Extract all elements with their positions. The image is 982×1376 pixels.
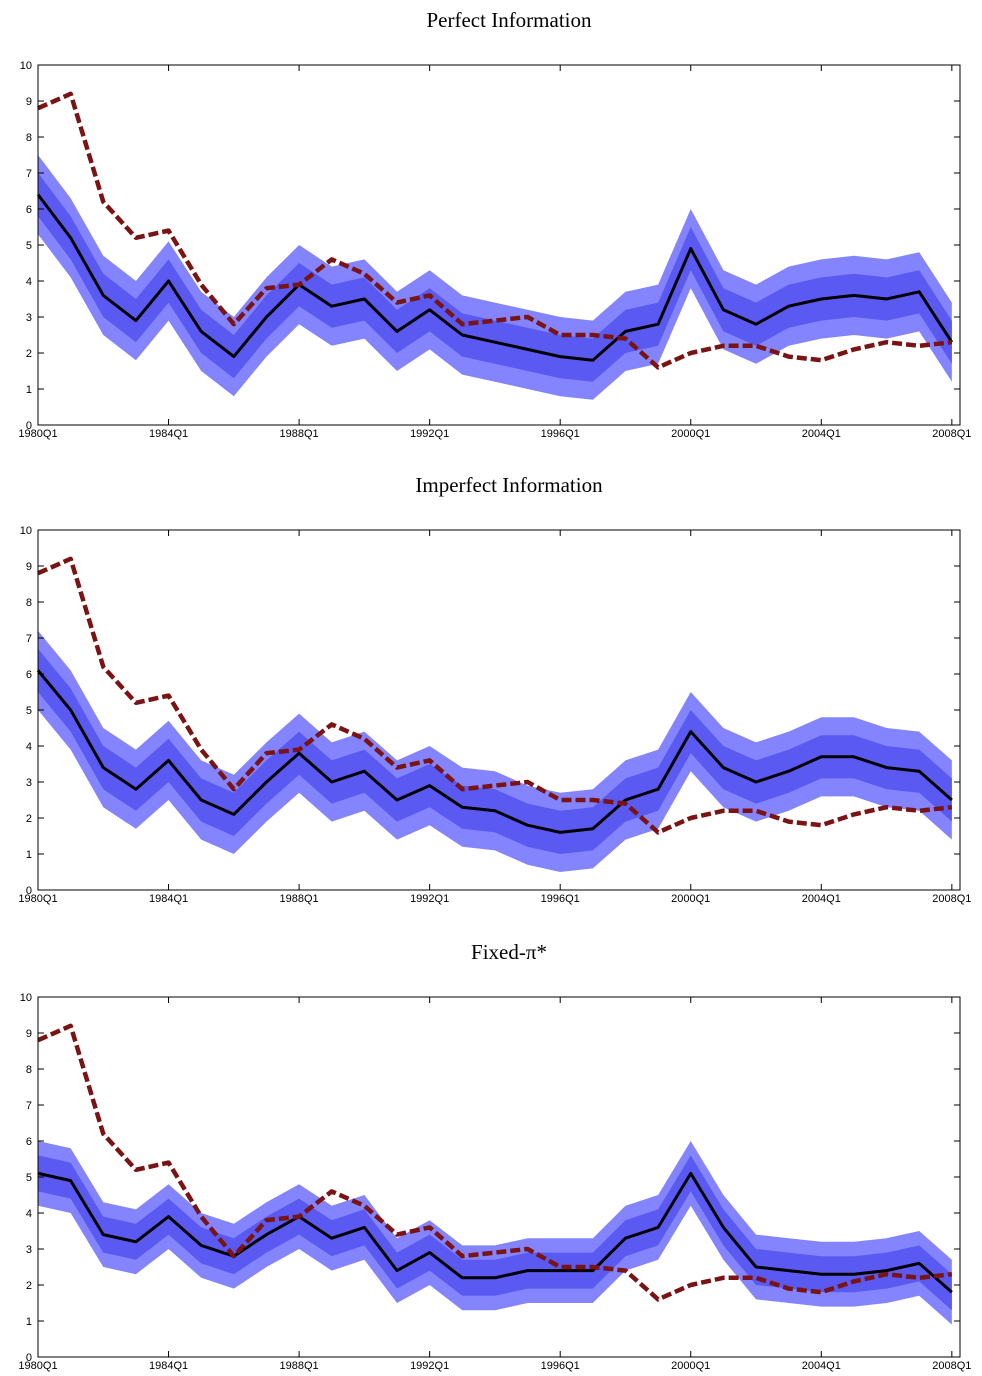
- y-tick-label: 10: [20, 60, 32, 72]
- x-tick-label: 2004Q1: [802, 893, 841, 905]
- x-tick-label: 1980Q1: [18, 428, 57, 440]
- x-tick-label: 2000Q1: [671, 1360, 710, 1372]
- y-tick-label: 1: [26, 849, 32, 861]
- y-tick-label: 10: [20, 525, 32, 537]
- x-tick-label: 1988Q1: [280, 893, 319, 905]
- y-tick-label: 9: [26, 561, 32, 573]
- credible-band: [38, 173, 952, 382]
- x-tick-label: 1988Q1: [280, 1360, 319, 1372]
- y-tick-label: 10: [20, 992, 32, 1004]
- panel-title: Imperfect Information: [415, 473, 603, 497]
- y-tick-label: 3: [26, 312, 32, 324]
- y-tick-label: 3: [26, 1244, 32, 1256]
- y-tick-label: 8: [26, 132, 32, 144]
- x-tick-label: 1980Q1: [18, 1360, 57, 1372]
- median-line: [37, 1171, 953, 1294]
- y-tick-label: 7: [26, 1100, 32, 1112]
- y-tick-label: 6: [26, 204, 32, 216]
- x-tick-label: 1992Q1: [410, 893, 449, 905]
- y-tick-label: 1: [26, 1316, 32, 1328]
- y-tick-label: 2: [26, 813, 32, 825]
- y-tick-label: 0: [26, 420, 32, 432]
- y-tick-label: 8: [26, 597, 32, 609]
- x-tick-label: 2008Q1: [932, 1360, 971, 1372]
- y-tick-label: 4: [26, 276, 32, 288]
- panel-title: Fixed-π*: [471, 940, 547, 964]
- y-tick-label: 0: [26, 1352, 32, 1364]
- y-tick-label: 4: [26, 741, 32, 753]
- y-tick-label: 6: [26, 669, 32, 681]
- credible-band: [38, 648, 952, 854]
- x-tick-label: 2000Q1: [671, 428, 710, 440]
- y-tick-label: 2: [26, 1280, 32, 1292]
- panel: Fixed-π* 0 1 2 3 4 5 6 7 8 9 10 1980Q1 1984Q1 1988Q1 19…: [18, 940, 971, 1372]
- x-tick-label: 1996Q1: [541, 893, 580, 905]
- y-tick-label: 7: [26, 633, 32, 645]
- y-tick-label: 4: [26, 1208, 32, 1220]
- x-tick-label: 2004Q1: [802, 428, 841, 440]
- observed-line: [37, 556, 953, 835]
- panel-title: Perfect Information: [426, 8, 592, 32]
- x-tick-label: 1992Q1: [410, 428, 449, 440]
- x-tick-label: 1984Q1: [149, 893, 188, 905]
- x-tick-label: 2004Q1: [802, 1360, 841, 1372]
- y-tick-label: 9: [26, 96, 32, 108]
- y-tick-label: 1: [26, 384, 32, 396]
- median-line: [36, 193, 954, 362]
- x-tick-label: 2008Q1: [932, 893, 971, 905]
- y-tick-label: 5: [26, 705, 32, 717]
- x-tick-label: 1996Q1: [541, 428, 580, 440]
- x-tick-label: 2000Q1: [671, 893, 710, 905]
- observed-line: [37, 1023, 953, 1302]
- y-tick-label: 9: [26, 1028, 32, 1040]
- median-line: [36, 669, 953, 834]
- x-tick-label: 1992Q1: [410, 1360, 449, 1372]
- panel: Imperfect Information 0 1 2 3 4 5 6 7 8 9 10 1980Q1 1…: [18, 473, 971, 905]
- credible-band: [38, 1155, 952, 1311]
- y-tick-label: 8: [26, 1064, 32, 1076]
- y-tick-label: 2: [26, 348, 32, 360]
- x-tick-label: 1988Q1: [280, 428, 319, 440]
- panel: Perfect Information 0 1 2 3 4 5 6 7 8 9 10 1980Q1 198…: [18, 8, 971, 440]
- credible-band: [38, 630, 952, 872]
- y-tick-label: 5: [26, 1172, 32, 1184]
- y-tick-label: 7: [26, 168, 32, 180]
- y-tick-label: 0: [26, 885, 32, 897]
- x-tick-label: 1996Q1: [541, 1360, 580, 1372]
- observed-line: [37, 91, 953, 370]
- y-tick-label: 6: [26, 1136, 32, 1148]
- x-tick-label: 1980Q1: [18, 893, 57, 905]
- x-tick-label: 2008Q1: [932, 428, 971, 440]
- y-tick-label: 3: [26, 777, 32, 789]
- x-tick-label: 1984Q1: [149, 1360, 188, 1372]
- x-tick-label: 1984Q1: [149, 428, 188, 440]
- y-tick-label: 5: [26, 240, 32, 252]
